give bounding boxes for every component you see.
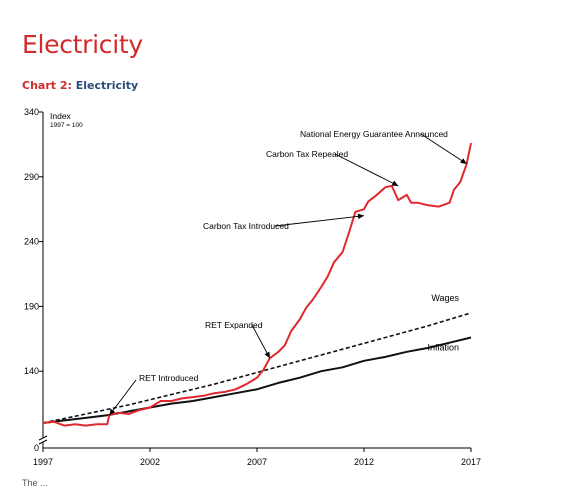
annotation-arrowhead: [391, 180, 399, 186]
series-label-wages: Wages: [431, 293, 459, 303]
annotation-arrowhead: [357, 213, 364, 220]
axis-break-mark: [38, 435, 48, 441]
y-axis-label: Index: [50, 111, 72, 121]
x-tick-label: 2017: [461, 457, 481, 467]
x-ticks: 1997 2002 2007 2012 2017: [33, 448, 481, 467]
chart-annotations: National Energy Guarantee Announced Carbo…: [108, 129, 467, 416]
annotation-leader: [334, 153, 399, 187]
annotation-arrowhead: [460, 158, 467, 164]
chart-caption-name: Electricity: [75, 79, 139, 92]
y-ticks: 140 190 240 290 340: [24, 107, 43, 376]
annotation-arrowhead: [109, 408, 116, 416]
y-axis-break: [38, 435, 48, 445]
x-tick-label: 2012: [354, 457, 374, 467]
y-axis-zero-label: 0: [34, 443, 39, 453]
footer-text: The ...: [22, 478, 48, 488]
annotation-label: RET Expanded: [205, 320, 263, 330]
series-labels: Wages Inflation: [427, 293, 459, 353]
x-tick-label: 2002: [140, 457, 160, 467]
y-tick-label: 240: [24, 237, 39, 247]
chart-series: [42, 142, 472, 427]
y-tick-label: 140: [24, 366, 39, 376]
annotation-arrowhead: [264, 351, 270, 359]
x-tick-label: 2007: [247, 457, 267, 467]
y-tick-label: 340: [24, 107, 39, 117]
chart-axes: [38, 112, 471, 449]
chart-caption-number: Chart 2:: [22, 79, 72, 92]
chart-caption: Chart 2: Electricity: [22, 79, 138, 92]
series-line-electricity: [42, 142, 472, 427]
axis-break-mark: [38, 439, 48, 445]
annotation-label: Carbon Tax Repealed: [266, 149, 348, 159]
annotation-leader: [274, 215, 365, 227]
y-tick-label: 190: [24, 301, 39, 311]
x-tick-label: 1997: [33, 457, 53, 467]
series-label-inflation: Inflation: [427, 343, 459, 353]
annotation-leader: [251, 324, 271, 359]
annotation-label: Carbon Tax Introduced: [203, 221, 289, 231]
page-heading: Electricity: [22, 30, 143, 59]
y-axis-sublabel: 1997 = 100: [50, 122, 83, 129]
annotation-label: RET Introduced: [139, 373, 199, 383]
annotation-leader: [108, 379, 137, 416]
y-tick-label: 290: [24, 172, 39, 182]
annotation-leader: [420, 133, 467, 165]
axis-break-gap: [40, 438, 46, 442]
annotation-label: National Energy Guarantee Announced: [300, 129, 448, 139]
